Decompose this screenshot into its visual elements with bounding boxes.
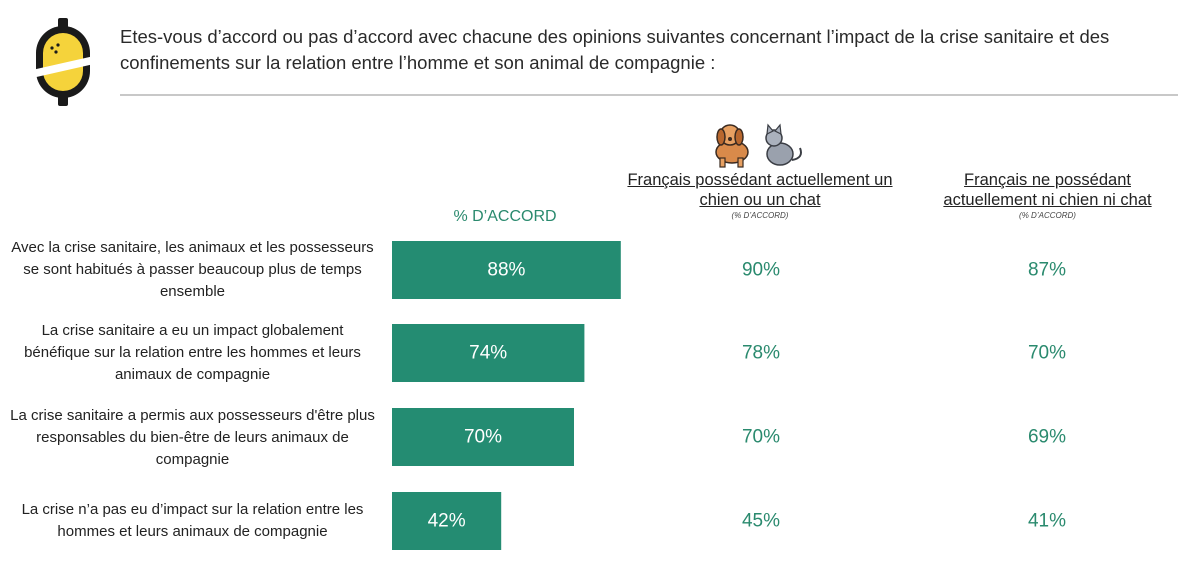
bar-accord [392, 492, 502, 550]
bar-value-label: 88% [487, 260, 525, 281]
owners-value-label: 90% [742, 260, 780, 281]
owners-value-label: 78% [742, 343, 780, 364]
dog-icon [715, 124, 749, 168]
nonowners-value-label: 69% [1028, 427, 1066, 448]
column-header-accord: % D’ACCORD [453, 208, 557, 225]
bar-accord [392, 408, 574, 466]
row-label: La crise n’a pas eu d’impact sur la rela… [21, 501, 364, 540]
pets-illustration [715, 123, 802, 168]
column-header-nonowners: Français ne possédant actuellement ni ch… [915, 170, 1178, 222]
nonowners-value-label: 41% [1028, 511, 1066, 532]
nonowners-value-label: 70% [1028, 343, 1066, 364]
row-label: Avec la crise sanitaire, les animaux et … [11, 239, 374, 300]
bar-value-label: 42% [428, 511, 466, 532]
cat-icon [765, 123, 802, 166]
owners-value-label: 45% [742, 511, 780, 532]
column-header-owners: Français possédant actuellement un chien… [615, 170, 905, 222]
owners-value-label: 70% [742, 427, 780, 448]
nonowners-value-label: 87% [1028, 260, 1066, 281]
column-header-nonowners-sub: (% D’ACCORD) [1019, 211, 1076, 220]
column-header-owners-sub: (% D’ACCORD) [731, 211, 789, 220]
row-label: La crise sanitaire a eu un impact global… [24, 322, 361, 383]
bar-value-label: 74% [469, 343, 507, 364]
row-label: La crise sanitaire a permis aux possesse… [10, 407, 375, 468]
column-header-nonowners-label: Français ne possédant actuellement ni ch… [943, 171, 1152, 209]
brand-logo [32, 18, 94, 106]
title-divider [120, 94, 1178, 96]
column-header-owners-label: Français possédant actuellement un chien… [627, 171, 893, 209]
bar-accord [392, 241, 621, 299]
bar-value-label: 70% [464, 427, 502, 448]
bar-accord [392, 324, 585, 382]
question-title: Etes-vous d’accord ou pas d’accord avec … [120, 26, 1110, 73]
